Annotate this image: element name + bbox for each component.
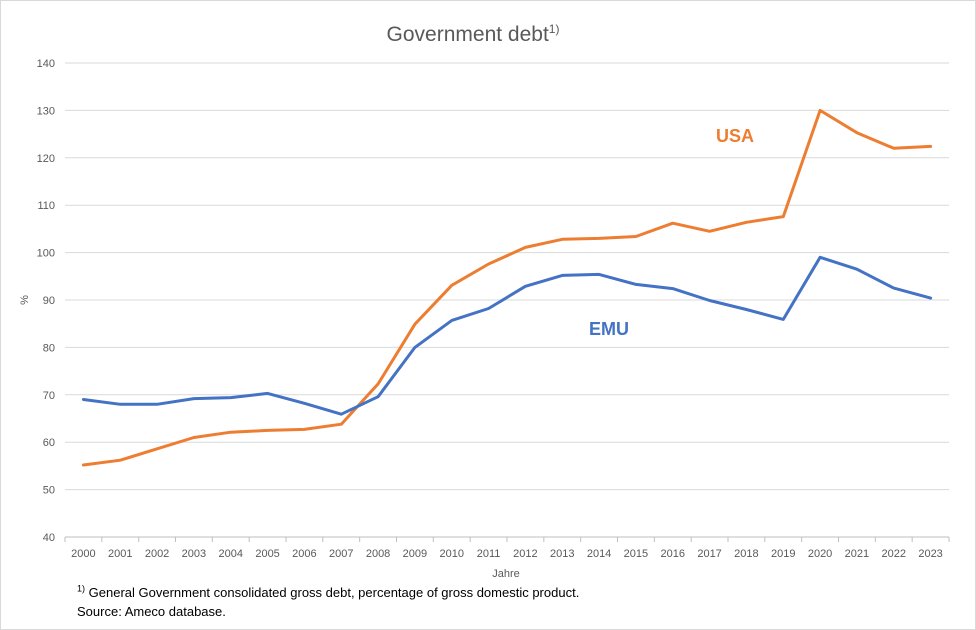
y-tick-label: 140 [37,58,55,70]
x-tick-label: 2005 [255,548,279,560]
x-tick-label: 2014 [587,548,611,560]
x-tick-label: 2020 [808,548,832,560]
y-axis-label: % [19,295,31,305]
y-tick-label: 80 [43,342,55,354]
series-line-usa [81,108,933,467]
chart-title: Government debt1) [387,22,560,46]
x-tick-label: 2007 [329,548,353,560]
x-axis-ticks: 2000 2001 2002 2003 2004 2005 2006 2007 2008 2009… [64,537,950,560]
x-tick-label: 2000 [71,548,95,560]
y-tick-label: 50 [43,485,55,497]
y-tick-label: 120 [37,153,55,165]
x-tick-label: 2004 [219,548,243,560]
x-tick-label: 2001 [108,548,132,560]
x-tick-label: 2023 [918,548,942,560]
y-tick-label: 110 [37,200,55,212]
y-tick-label: 130 [37,105,55,117]
line-chart: Government debt1) 40 50 60 70 80 90 100 110 120 1… [19,22,950,580]
footnote-body: General Government consolidated gross de… [88,585,580,600]
footnote-source: Source: Ameco database. [77,604,226,619]
x-tick-label: 2018 [734,548,758,560]
y-tick-label: 70 [43,390,55,402]
footnote-text: 1) General Government consolidated gross… [77,583,580,600]
y-tick-label: 100 [37,248,55,260]
y-tick-label: 60 [43,437,55,449]
y-axis-ticks: 40 50 60 70 80 90 100 110 120 130 140 [37,58,55,544]
x-tick-label: 2022 [882,548,906,560]
x-tick-label: 2017 [697,548,721,560]
x-tick-label: 2019 [771,548,795,560]
y-tick-label: 40 [43,532,55,544]
x-tick-label: 2011 [477,548,501,560]
x-tick-label: 2003 [182,548,206,560]
x-tick-label: 2016 [661,548,685,560]
footnote-mark: 1) [77,583,86,594]
x-tick-label: 2006 [292,548,316,560]
x-tick-label: 2021 [845,548,869,560]
x-axis-label: Jahre [492,568,520,580]
series-label-emu: EMU [589,319,629,339]
y-tick-label: 90 [43,295,55,307]
chart-title-text: Government debt [387,23,549,46]
title-footnote-mark: 1) [549,22,560,36]
x-tick-label: 2012 [513,548,537,560]
series-lines: USA EMU [81,108,933,467]
x-tick-label: 2009 [403,548,427,560]
x-tick-label: 2010 [440,548,464,560]
series-line-emu [81,255,933,416]
x-tick-label: 2013 [550,548,574,560]
x-tick-label: 2008 [366,548,390,560]
series-label-usa: USA [716,126,754,146]
x-tick-label: 2002 [145,548,169,560]
gridlines [65,62,949,538]
x-tick-label: 2015 [624,548,648,560]
